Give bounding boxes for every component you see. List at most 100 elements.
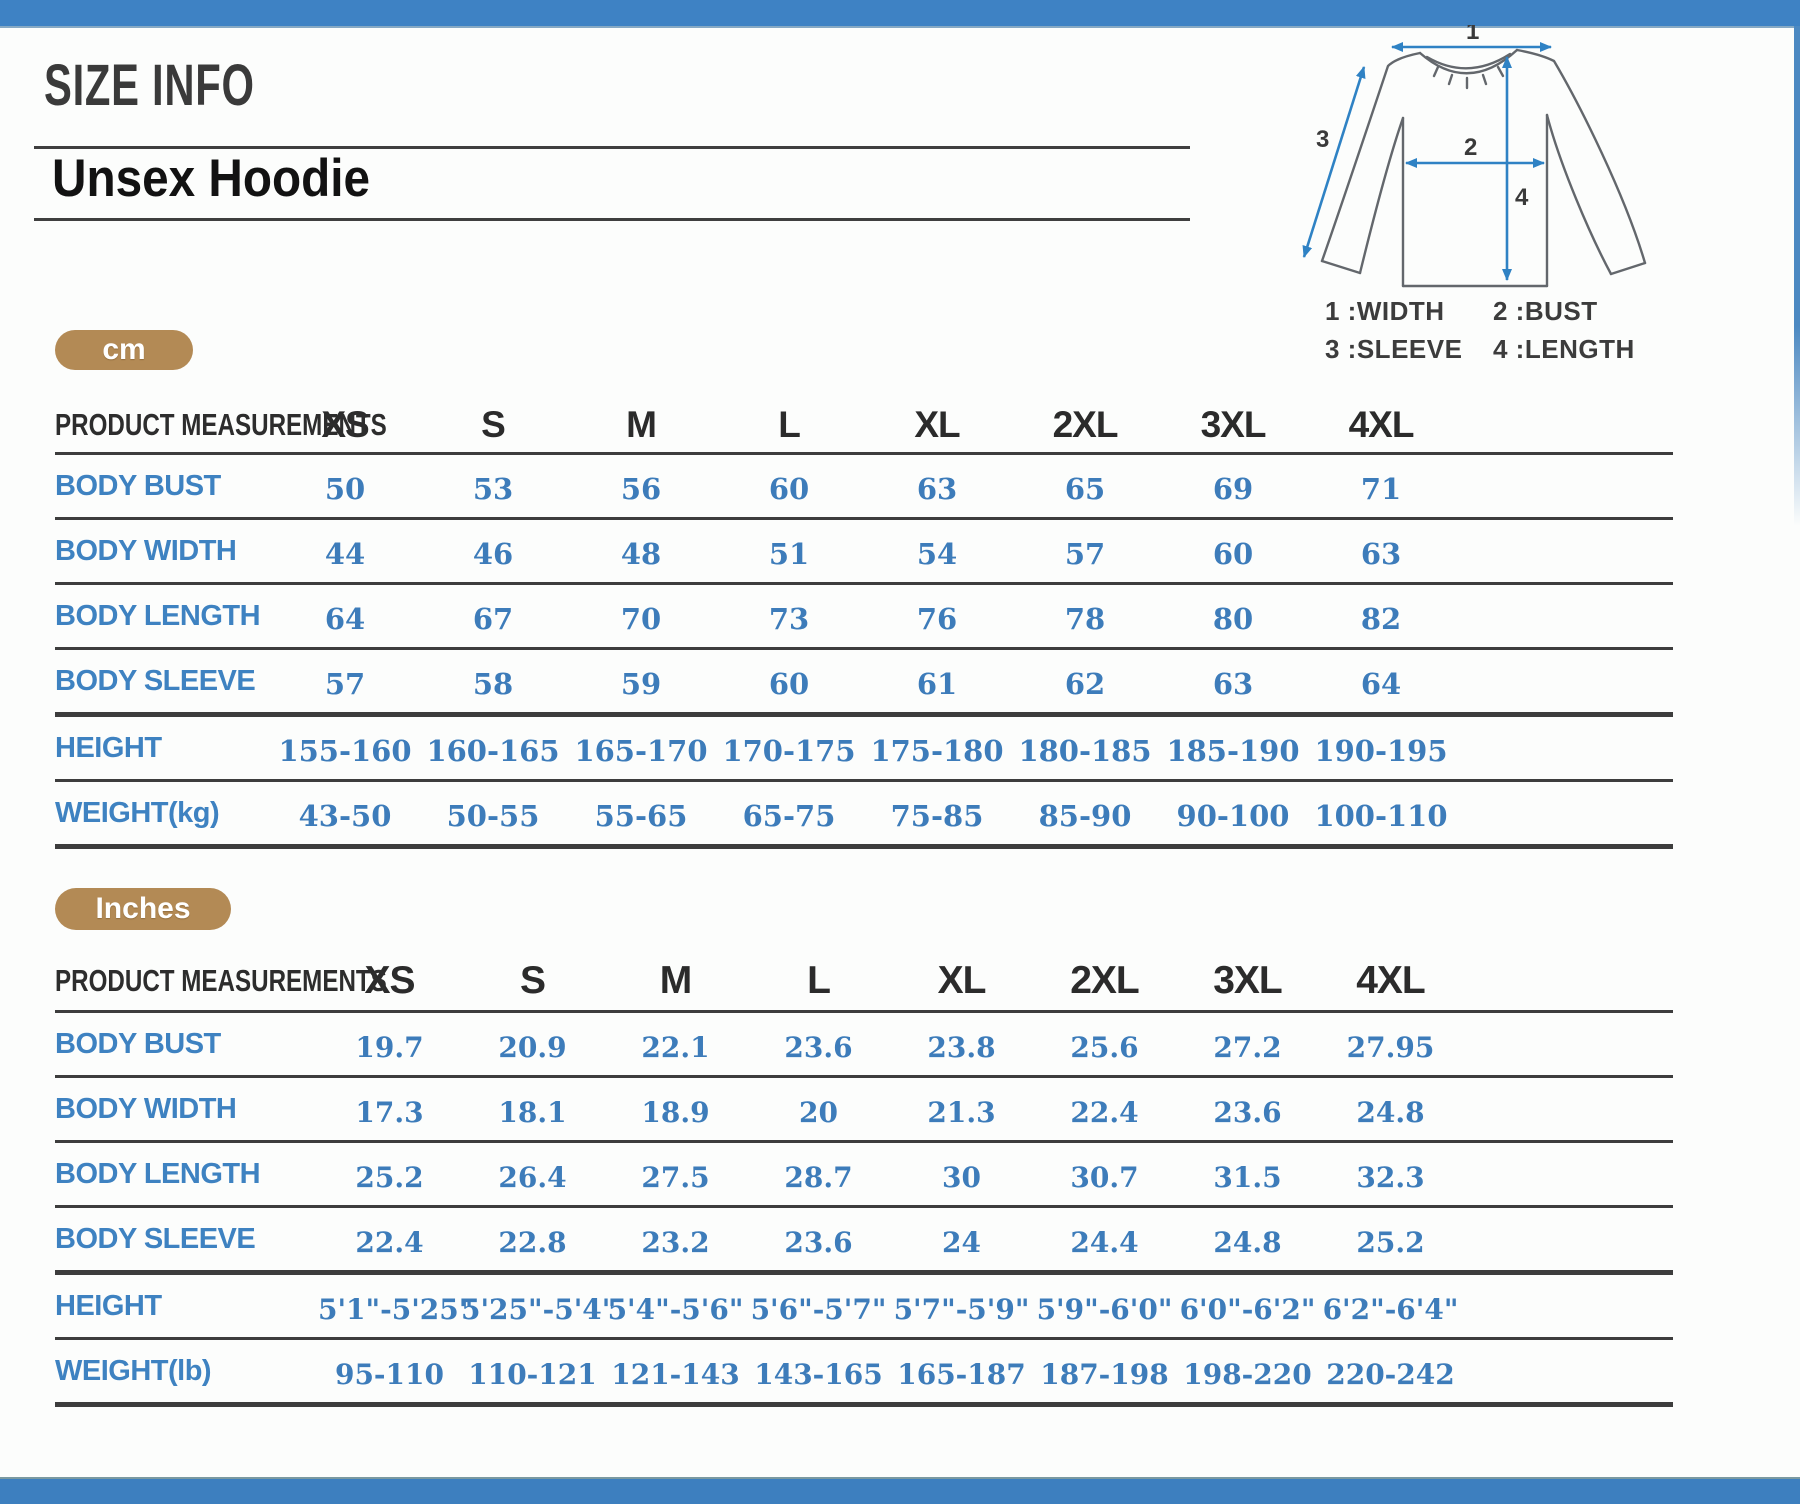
- size-column-header: L: [807, 959, 831, 1002]
- measurement-value: 28.7: [784, 1160, 853, 1194]
- product-name: Unsex Hoodie: [52, 149, 371, 208]
- measurement-value: 20: [799, 1095, 838, 1129]
- measurement-value: 25.2: [355, 1160, 424, 1194]
- measurement-value: 165-187: [897, 1357, 1026, 1391]
- table-row: WEIGHT(kg) 43-50 50-55 55-65 65-75 75-85 85-90…: [55, 782, 1673, 849]
- table-row: BODY WIDTH 17.3 18.1 18.9 20 21.3 22.4 23.6 24.8: [55, 1078, 1673, 1143]
- size-column-header: M: [626, 404, 657, 445]
- arrow-label-3: 3: [1316, 126, 1329, 153]
- measurement-value: 43-50: [298, 799, 392, 833]
- measurement-value: 24.8: [1356, 1095, 1425, 1129]
- measurement-value: 23.6: [1213, 1095, 1282, 1129]
- measurement-value: 5'6"-5'7": [750, 1292, 887, 1326]
- inches-size-table: PRODUCT MEASUREMENTS XS S M L XL 2XL 3XL 4XL BODY…: [55, 952, 1673, 1407]
- measurement-value: 20.9: [498, 1030, 567, 1064]
- legend-item-length: 4 :LENGTH: [1493, 334, 1635, 364]
- measurement-value: 51: [768, 537, 810, 571]
- row-label: HEIGHT: [55, 731, 162, 764]
- size-column-header: XL: [937, 959, 987, 1002]
- table-header-row: PRODUCT MEASUREMENTS XS S M L XL 2XL 3XL 4XL: [55, 952, 1673, 1013]
- size-column-header: M: [659, 959, 693, 1002]
- measurement-value: 32.3: [1356, 1160, 1425, 1194]
- measurement-value: 175-180: [870, 734, 1004, 768]
- row-label: BODY LENGTH: [55, 1157, 261, 1190]
- measurement-value: 5'9"-6'0": [1036, 1292, 1173, 1326]
- measurement-value: 73: [768, 602, 810, 636]
- size-column-header: L: [778, 404, 801, 445]
- measurement-value: 60: [768, 472, 810, 506]
- measurement-value: 185-190: [1166, 734, 1300, 768]
- measurement-value: 59: [620, 667, 662, 701]
- table-header-row: PRODUCT MEASUREMENTS XS S M L XL 2XL 3XL 4XL: [55, 398, 1673, 455]
- sleeve-arrow: [1302, 66, 1366, 258]
- measurement-value: 48: [620, 537, 662, 571]
- measurement-value: 30.7: [1070, 1160, 1139, 1194]
- measurement-value: 160-165: [426, 734, 560, 768]
- measurement-value: 58: [472, 667, 514, 701]
- measurement-value: 5'4"-5'6": [607, 1292, 744, 1326]
- table-row: HEIGHT 155-160 160-165 165-170 170-175 175-18…: [55, 717, 1673, 782]
- cm-size-table: PRODUCT MEASUREMENTS XS S M L XL 2XL 3XL 4XL BODY…: [55, 398, 1673, 849]
- measurement-value: 18.9: [641, 1095, 710, 1129]
- measurement-value: 165-170: [574, 734, 708, 768]
- right-border-strip: [1794, 26, 1800, 526]
- row-label: BODY BUST: [55, 469, 221, 502]
- measurement-value: 155-160: [278, 734, 412, 768]
- arrow-label-1: 1: [1466, 25, 1479, 45]
- measurement-value: 65-75: [742, 799, 836, 833]
- measurement-value: 5'25"-5'4": [461, 1292, 617, 1326]
- measurement-value: 57: [324, 667, 366, 701]
- measurement-value: 22.8: [498, 1225, 567, 1259]
- measurement-value: 24: [942, 1225, 981, 1259]
- measurement-value: 24.4: [1070, 1225, 1139, 1259]
- measurement-value: 57: [1064, 537, 1106, 571]
- size-column-header: XL: [914, 404, 960, 445]
- measurement-arrows: [1302, 42, 1552, 281]
- bottom-border-bar: [0, 1477, 1800, 1504]
- measurement-value: 53: [472, 472, 514, 506]
- arrow-label-2: 2: [1464, 134, 1477, 161]
- measurement-value: 18.1: [498, 1095, 567, 1129]
- measurement-legend: 1 :WIDTH 2 :BUST 3 :SLEEVE 4 :LENGTH: [1325, 296, 1635, 365]
- measurement-value: 220-242: [1326, 1357, 1455, 1391]
- measurement-value: 27.95: [1346, 1030, 1435, 1064]
- inches-unit-badge: Inches: [55, 888, 231, 930]
- size-column-header: S: [519, 959, 546, 1002]
- measurement-value: 180-185: [1018, 734, 1152, 768]
- row-label: BODY SLEEVE: [55, 664, 256, 697]
- measurement-value: 44: [324, 537, 366, 571]
- measurement-value: 22.1: [641, 1030, 710, 1064]
- measurement-value: 63: [1360, 537, 1402, 571]
- measurement-value: 21.3: [927, 1095, 996, 1129]
- row-label: BODY LENGTH: [55, 599, 261, 632]
- table-row: BODY WIDTH 44 46 48 51 54 57 60 63: [55, 520, 1673, 585]
- size-column-header: 2XL: [1052, 404, 1119, 445]
- size-column-header: 4XL: [1356, 959, 1426, 1002]
- legend-item-width: 1 :WIDTH: [1325, 296, 1445, 326]
- measurement-value: 26.4: [498, 1160, 567, 1194]
- measurement-value: 121-143: [611, 1357, 740, 1391]
- measurement-value: 27.5: [641, 1160, 710, 1194]
- measurement-value: 6'0"-6'2": [1179, 1292, 1316, 1326]
- measurement-value: 63: [916, 472, 958, 506]
- measurement-value: 24.8: [1213, 1225, 1282, 1259]
- divider-line: [34, 218, 1190, 221]
- measurement-value: 55-65: [594, 799, 688, 833]
- measurement-value: 82: [1360, 602, 1402, 636]
- shirt-outline: [1320, 48, 1647, 288]
- measurement-value: 30: [942, 1160, 981, 1194]
- measurement-value: 56: [620, 472, 662, 506]
- measurement-value: 63: [1212, 667, 1254, 701]
- table-row: BODY SLEEVE 57 58 59 60 61 62 63 64: [55, 650, 1673, 717]
- measurement-value: 54: [916, 537, 958, 571]
- measurement-value: 62: [1064, 667, 1106, 701]
- measurements-header-label: PRODUCT MEASUREMENTS: [55, 407, 387, 442]
- measurement-value: 22.4: [1070, 1095, 1139, 1129]
- measurement-value: 71: [1360, 472, 1402, 506]
- arrow-number-labels: 1 2 3 4: [1316, 18, 1529, 211]
- arrow-label-4: 4: [1515, 184, 1529, 211]
- legend-item-bust: 2 :BUST: [1493, 296, 1598, 326]
- measurement-value: 64: [324, 602, 366, 636]
- measurement-value: 60: [1212, 537, 1254, 571]
